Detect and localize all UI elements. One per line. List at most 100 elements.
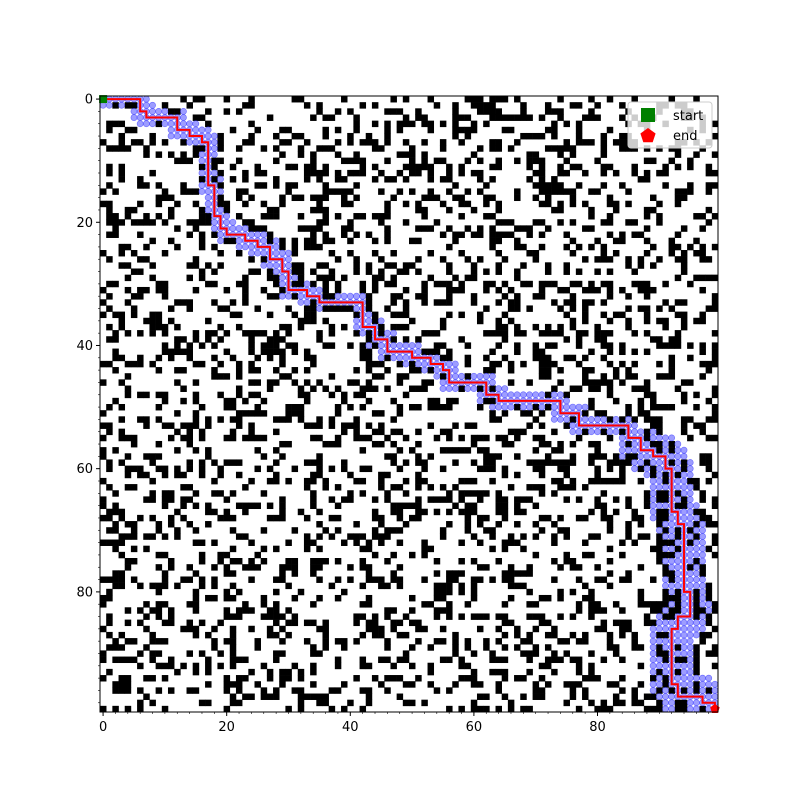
obstacle-cell bbox=[402, 434, 410, 442]
obstacle-cell bbox=[161, 471, 169, 479]
obstacle-cell bbox=[507, 699, 515, 707]
obstacle-cell bbox=[526, 613, 533, 620]
obstacle-cell bbox=[483, 286, 490, 294]
obstacle-cell bbox=[693, 668, 700, 676]
obstacle-cell bbox=[347, 132, 354, 140]
obstacle-cell bbox=[625, 256, 632, 263]
obstacle-cell bbox=[223, 200, 231, 208]
obstacle-cell bbox=[235, 699, 243, 707]
explored-node bbox=[346, 292, 354, 300]
obstacle-cell bbox=[476, 465, 484, 473]
obstacle-cell bbox=[693, 607, 700, 614]
obstacle-cell bbox=[137, 416, 144, 423]
obstacle-cell bbox=[483, 120, 490, 128]
obstacle-cell bbox=[347, 305, 354, 312]
obstacle-cell bbox=[464, 256, 472, 263]
obstacle-cell bbox=[359, 564, 367, 571]
obstacle-cell bbox=[378, 533, 385, 540]
obstacle-cell bbox=[266, 613, 274, 620]
obstacle-cell bbox=[415, 206, 422, 214]
obstacle-cell bbox=[631, 169, 638, 177]
obstacle-cell bbox=[161, 219, 169, 226]
obstacle-cell bbox=[112, 582, 119, 590]
obstacle-cell bbox=[458, 558, 465, 565]
obstacle-cell bbox=[538, 514, 546, 522]
obstacle-cell bbox=[538, 440, 546, 448]
obstacle-cell bbox=[260, 330, 268, 337]
obstacle-cell bbox=[359, 102, 367, 109]
obstacle-cell bbox=[365, 348, 373, 356]
obstacle-cell bbox=[347, 564, 354, 571]
obstacle-cell bbox=[551, 490, 558, 497]
obstacle-cell bbox=[322, 484, 329, 491]
obstacle-cell bbox=[687, 564, 694, 571]
obstacle-cell bbox=[402, 613, 410, 620]
explored-node bbox=[686, 680, 694, 688]
obstacle-cell bbox=[137, 286, 144, 294]
obstacle-cell bbox=[421, 508, 428, 516]
obstacle-cell bbox=[606, 514, 614, 522]
obstacle-cell bbox=[316, 521, 323, 528]
obstacle-cell bbox=[532, 250, 540, 257]
obstacle-cell bbox=[174, 508, 181, 516]
obstacle-cell bbox=[415, 367, 422, 374]
obstacle-cell bbox=[106, 163, 113, 171]
obstacle-cell bbox=[495, 139, 502, 146]
obstacle-cell bbox=[229, 176, 237, 183]
obstacle-cell bbox=[711, 299, 719, 306]
obstacle-cell bbox=[149, 675, 156, 682]
obstacle-cell bbox=[402, 311, 410, 319]
obstacle-cell bbox=[575, 681, 583, 688]
explored-node bbox=[699, 557, 706, 565]
obstacle-cell bbox=[427, 169, 435, 177]
obstacle-cell bbox=[402, 323, 410, 331]
obstacle-cell bbox=[155, 521, 163, 528]
obstacle-cell bbox=[433, 570, 441, 577]
obstacle-cell bbox=[625, 496, 632, 503]
obstacle-cell bbox=[662, 539, 669, 546]
obstacle-cell bbox=[421, 576, 428, 583]
obstacle-cell bbox=[167, 434, 175, 442]
obstacle-cell bbox=[100, 650, 107, 657]
obstacle-cell bbox=[514, 342, 521, 349]
obstacle-cell bbox=[137, 268, 144, 275]
obstacle-cell bbox=[273, 280, 280, 288]
obstacle-cell bbox=[118, 219, 126, 226]
obstacle-cell bbox=[402, 176, 410, 183]
obstacle-cell bbox=[409, 317, 416, 325]
obstacle-cell bbox=[402, 477, 410, 485]
obstacle-cell bbox=[186, 422, 193, 429]
obstacle-cell bbox=[297, 385, 305, 392]
obstacle-cell bbox=[495, 434, 502, 442]
explored-node bbox=[680, 508, 688, 516]
obstacle-cell bbox=[631, 416, 638, 423]
obstacle-cell bbox=[526, 250, 533, 257]
explored-node bbox=[686, 699, 694, 707]
obstacle-cell bbox=[106, 588, 113, 596]
obstacle-cell bbox=[316, 459, 323, 466]
obstacle-cell bbox=[112, 490, 119, 497]
obstacle-cell bbox=[303, 533, 311, 540]
obstacle-cell bbox=[273, 447, 280, 454]
obstacle-cell bbox=[588, 508, 595, 516]
obstacle-cell bbox=[316, 699, 323, 707]
obstacle-cell bbox=[186, 428, 193, 436]
obstacle-cell bbox=[588, 440, 595, 448]
obstacle-cell bbox=[106, 484, 113, 491]
explored-node bbox=[414, 348, 422, 356]
obstacle-cell bbox=[198, 619, 206, 627]
explored-node bbox=[612, 416, 620, 423]
obstacle-cell bbox=[328, 440, 336, 448]
obstacle-cell bbox=[161, 638, 169, 645]
obstacle-cell bbox=[297, 262, 305, 269]
obstacle-cell bbox=[575, 705, 583, 713]
explored-node bbox=[680, 662, 688, 670]
explored-node bbox=[699, 545, 706, 553]
obstacle-cell bbox=[421, 157, 428, 165]
obstacle-cell bbox=[378, 330, 385, 337]
y-tick-label: 60 bbox=[76, 462, 93, 477]
obstacle-cell bbox=[575, 268, 583, 275]
explored-node bbox=[180, 108, 187, 115]
obstacle-cell bbox=[229, 126, 237, 134]
obstacle-cell bbox=[316, 274, 323, 282]
